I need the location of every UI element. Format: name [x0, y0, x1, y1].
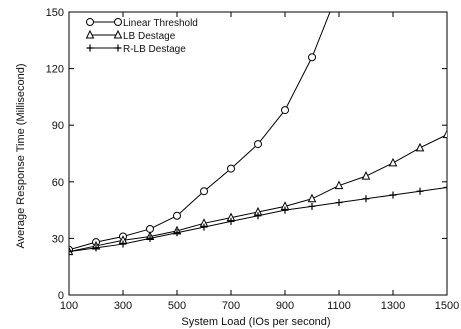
y-tick-label: 30	[52, 233, 64, 245]
data-point-series-1	[254, 140, 262, 149]
plot-frame	[68, 11, 448, 296]
data-point-series-3	[146, 234, 154, 242]
data-point-series-3	[281, 206, 289, 214]
x-tick-label: 900	[276, 300, 294, 312]
x-tick-label: 1300	[381, 300, 405, 312]
y-tick-label: 120	[46, 64, 64, 76]
x-tick-label: 300	[114, 300, 132, 312]
plot-area: 100 300 500 700 900 1100 1300 1500 0 30 60 90 120 150	[46, 7, 460, 312]
data-point-series-3	[416, 187, 424, 195]
data-point-series-3	[92, 244, 100, 252]
y-tick-label: 60	[52, 177, 64, 189]
legend-marker-end-1	[114, 18, 122, 26]
x-tick-label: 500	[168, 300, 186, 312]
series-group	[69, 12, 447, 256]
x-tick-label: 1100	[327, 300, 351, 312]
y-axis-label: Average Response Time (Millisecond)	[15, 63, 27, 248]
data-point-series-1	[200, 187, 208, 196]
data-point-series-2	[415, 142, 425, 152]
data-point-series-3	[254, 212, 262, 220]
legend-marker-start-1	[86, 18, 94, 26]
data-point-series-2	[442, 129, 447, 139]
legend-marker-end-3	[114, 44, 122, 52]
y-axis-title: Average Response Time (Millisecond)	[15, 63, 27, 248]
data-point-series-2	[361, 171, 371, 180]
legend-label-3: R-LB Destage	[123, 44, 186, 55]
data-point-series-3	[362, 195, 370, 203]
legend-marker-end-2	[113, 29, 123, 39]
data-point-series-3	[119, 240, 127, 248]
y-tick-label: 150	[46, 7, 64, 19]
x-tick-label: 700	[222, 300, 240, 312]
y-tick-label: 0	[58, 290, 64, 302]
legend: Linear Threshold LB Destage R-LB Destage	[85, 18, 198, 55]
series-line-1	[69, 12, 331, 251]
data-point-series-3	[69, 248, 73, 256]
data-point-series-1	[281, 106, 289, 115]
x-axis-title: System Load (IOs per second)	[181, 316, 330, 328]
data-point-series-3	[227, 217, 235, 225]
data-point-series-1	[227, 164, 235, 173]
data-point-series-3	[308, 202, 316, 210]
data-point-series-2	[334, 180, 344, 190]
data-point-series-2	[388, 157, 398, 167]
data-point-series-3	[200, 223, 208, 231]
data-point-series-3	[389, 191, 397, 199]
legend-label-1: Linear Threshold	[123, 18, 198, 29]
data-point-series-2	[307, 193, 317, 203]
legend-marker-start-2	[85, 29, 95, 39]
data-point-series-3	[173, 229, 181, 237]
legend-marker-start-3	[86, 44, 94, 52]
x-tick-label: 100	[60, 300, 78, 312]
data-point-series-1	[173, 211, 181, 220]
y-tick-label: 90	[52, 120, 64, 132]
x-tick-label: 1500	[435, 300, 459, 312]
data-point-series-3	[335, 199, 343, 207]
data-point-series-1	[308, 53, 316, 62]
legend-label-2: LB Destage	[123, 31, 176, 42]
data-point-series-3	[443, 183, 447, 191]
